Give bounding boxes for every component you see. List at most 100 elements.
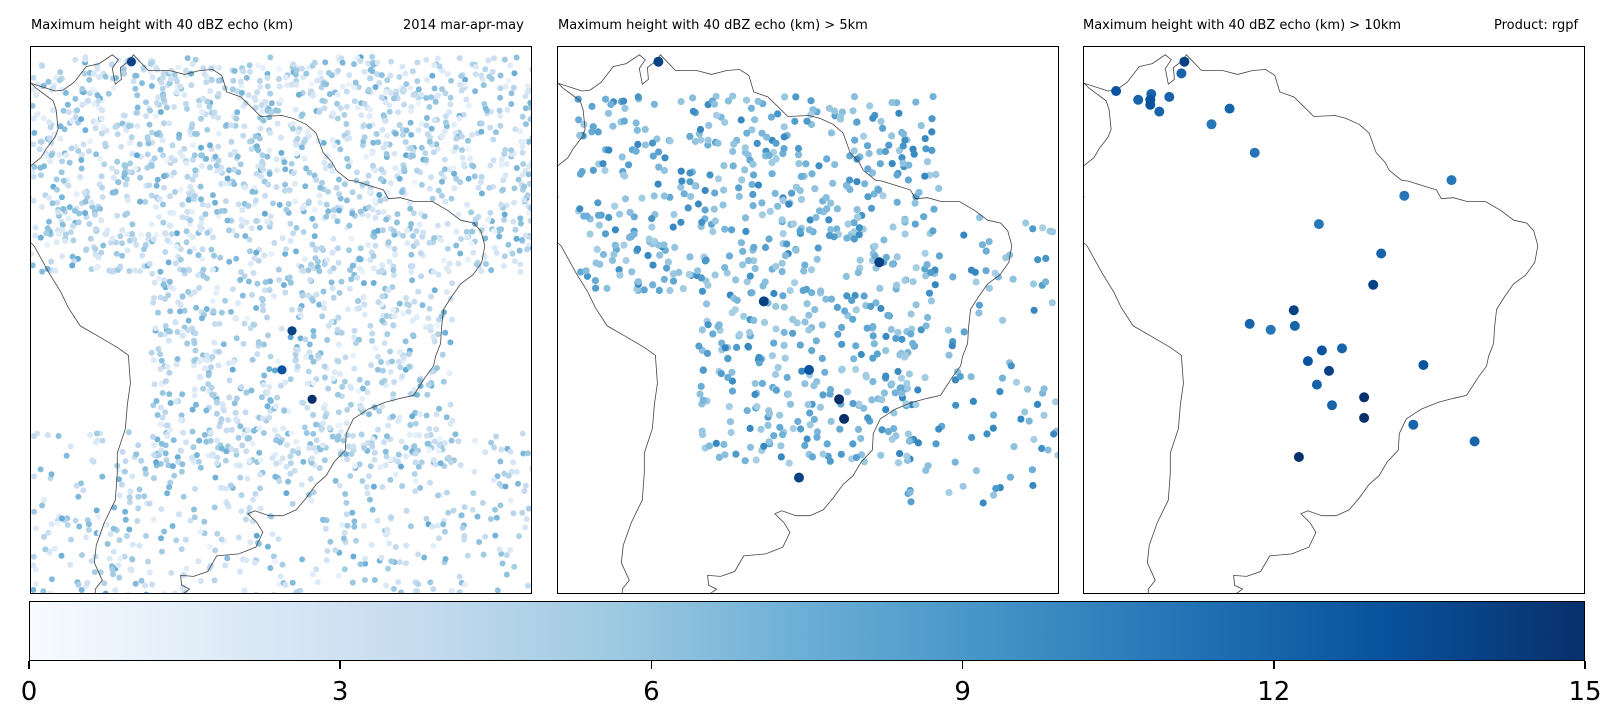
data-point bbox=[80, 487, 87, 494]
data-point bbox=[450, 165, 457, 171]
data-point bbox=[407, 108, 414, 115]
data-point bbox=[465, 175, 472, 182]
data-point-high bbox=[839, 413, 850, 424]
data-point bbox=[212, 547, 219, 554]
data-point bbox=[32, 232, 39, 239]
data-point bbox=[507, 497, 514, 504]
data-point bbox=[390, 227, 397, 234]
data-point bbox=[79, 552, 85, 559]
data-point bbox=[31, 262, 36, 269]
data-point bbox=[478, 72, 485, 79]
data-point bbox=[527, 116, 531, 123]
data-point bbox=[905, 370, 913, 378]
data-point bbox=[426, 104, 433, 110]
data-point bbox=[413, 240, 420, 247]
data-point bbox=[141, 493, 148, 500]
data-point bbox=[179, 461, 186, 468]
data-point bbox=[474, 513, 481, 520]
data-point bbox=[755, 353, 763, 361]
data-point bbox=[81, 189, 88, 196]
data-point bbox=[439, 351, 446, 358]
data-point bbox=[178, 447, 184, 454]
data-point bbox=[274, 394, 281, 401]
data-point bbox=[281, 187, 288, 194]
data-point bbox=[282, 166, 289, 173]
data-point bbox=[863, 324, 871, 332]
data-point bbox=[215, 143, 222, 150]
data-point bbox=[785, 459, 793, 467]
data-point bbox=[833, 225, 841, 233]
data-point bbox=[911, 220, 919, 228]
data-point bbox=[234, 109, 241, 116]
data-point bbox=[56, 77, 63, 84]
data-point bbox=[823, 440, 831, 448]
data-point bbox=[344, 456, 351, 463]
data-point bbox=[530, 245, 531, 251]
season-label: 2014 mar-apr-may bbox=[403, 18, 524, 33]
data-point bbox=[407, 119, 414, 126]
data-point bbox=[138, 231, 145, 238]
data-point bbox=[87, 138, 94, 145]
data-point bbox=[319, 442, 326, 449]
data-point bbox=[1006, 473, 1014, 481]
data-point bbox=[225, 417, 232, 423]
data-point bbox=[431, 235, 438, 241]
data-point bbox=[415, 551, 422, 558]
data-point bbox=[310, 297, 316, 304]
data-point bbox=[403, 81, 410, 88]
data-point bbox=[750, 243, 758, 251]
data-point bbox=[605, 146, 613, 154]
data-point bbox=[292, 351, 299, 358]
data-point bbox=[517, 261, 524, 268]
data-point bbox=[403, 560, 409, 567]
data-point bbox=[249, 291, 255, 298]
data-point bbox=[605, 213, 613, 222]
data-point bbox=[37, 466, 44, 473]
data-point bbox=[869, 354, 877, 362]
data-point bbox=[720, 162, 728, 170]
data-point bbox=[529, 466, 531, 472]
data-point bbox=[79, 86, 86, 92]
data-point bbox=[183, 100, 189, 107]
data-point bbox=[489, 68, 496, 75]
data-point bbox=[294, 589, 300, 593]
data-point bbox=[389, 358, 395, 365]
data-point bbox=[411, 179, 418, 186]
data-point bbox=[31, 473, 38, 480]
data-point bbox=[44, 432, 51, 438]
data-point bbox=[388, 558, 395, 565]
data-point bbox=[465, 256, 472, 263]
data-point bbox=[351, 84, 358, 90]
data-point bbox=[379, 227, 386, 234]
data-point bbox=[371, 265, 377, 272]
data-point bbox=[435, 492, 441, 499]
data-point bbox=[905, 161, 913, 169]
data-point bbox=[308, 81, 315, 88]
data-point bbox=[287, 220, 294, 227]
data-point bbox=[58, 552, 65, 559]
data-point bbox=[343, 499, 350, 506]
data-point bbox=[235, 300, 241, 307]
data-point bbox=[877, 304, 885, 313]
data-point bbox=[189, 142, 196, 149]
data-point bbox=[951, 458, 959, 466]
data-point bbox=[250, 321, 257, 328]
data-point bbox=[224, 500, 231, 507]
data-point bbox=[211, 321, 218, 328]
data-point bbox=[737, 239, 745, 247]
data-point bbox=[53, 176, 60, 183]
data-point bbox=[387, 369, 394, 375]
data-point bbox=[301, 256, 308, 263]
data-point bbox=[427, 579, 434, 586]
data-point bbox=[576, 205, 584, 213]
data-point bbox=[357, 256, 364, 263]
data-point bbox=[368, 440, 375, 447]
data-point bbox=[529, 66, 531, 73]
data-point bbox=[816, 403, 824, 411]
data-point bbox=[102, 590, 109, 593]
data-point bbox=[391, 456, 398, 463]
data-point bbox=[157, 421, 164, 428]
data-point bbox=[164, 433, 171, 440]
data-point bbox=[709, 330, 717, 338]
data-point bbox=[238, 89, 245, 96]
